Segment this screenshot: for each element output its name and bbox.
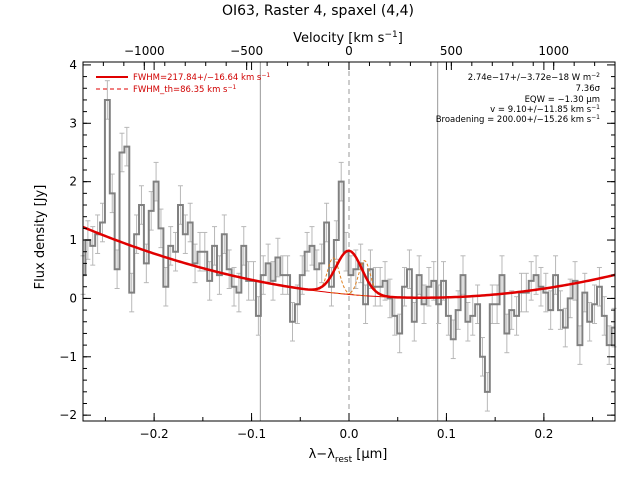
legend-label-fwhm-th: FWHM_th=86.35 km s−1	[133, 84, 237, 95]
y-tick-label: 2	[69, 175, 77, 189]
y-tick-label: 1	[69, 233, 77, 247]
top-tick-label: 0	[345, 44, 353, 58]
annotation-broadening: Broadening = 200.00+/−15.26 km s−1	[436, 114, 600, 125]
top-tick-label: 1000	[538, 44, 569, 58]
spectrum-line	[83, 98, 615, 393]
y-axis-label: Flux density [Jy]	[33, 185, 48, 290]
chart-title: OI63, Raster 4, spaxel (4,4)	[222, 3, 414, 19]
x-tick-label: −0.1	[237, 427, 266, 441]
top-tick-label: 500	[440, 44, 463, 58]
annotation-eqw: EQW = −1.30 μm	[525, 95, 600, 105]
y-tick-label: 0	[69, 291, 77, 305]
annotation-sigma: 7.36σ	[576, 84, 601, 94]
y-tick-label: 4	[69, 58, 77, 72]
x-tick-label: −0.2	[140, 427, 169, 441]
axis-ticks: −0.2 −0.1 0.0 0.1 0.2 −2 −1 0 1 2 3 4 −1000 −500 0 500 1…	[59, 44, 615, 441]
x-tick-label: 0.1	[437, 427, 456, 441]
x-tick-label: 0.0	[339, 427, 358, 441]
y-tick-label: −2	[59, 408, 77, 422]
legend-label-fwhm: FWHM=217.84+/−16.64 km s−1	[133, 72, 270, 83]
y-tick-label: −1	[59, 350, 77, 364]
annotation-velocity: v = 9.10+/−11.85 km s−1	[490, 104, 600, 115]
y-tick-label: 3	[69, 116, 77, 130]
legend: FWHM=217.84+/−16.64 km s−1 FWHM_th=86.35…	[96, 72, 270, 95]
top-tick-label: −500	[230, 44, 263, 58]
annotation-flux: 2.74e−17+/−3.72e−18 W m−2	[468, 72, 600, 83]
fit-annotations: 2.74e−17+/−3.72e−18 W m−2 7.36σ EQW = −1…	[436, 72, 601, 125]
x-tick-label: 0.2	[534, 427, 553, 441]
plot-area	[80, 62, 617, 421]
total-fit	[82, 225, 616, 299]
top-axis-label: Velocity [km s−1]	[293, 30, 403, 46]
x-axis-label: λ−λrest [μm]	[309, 447, 388, 465]
top-tick-label: −1000	[124, 44, 165, 58]
